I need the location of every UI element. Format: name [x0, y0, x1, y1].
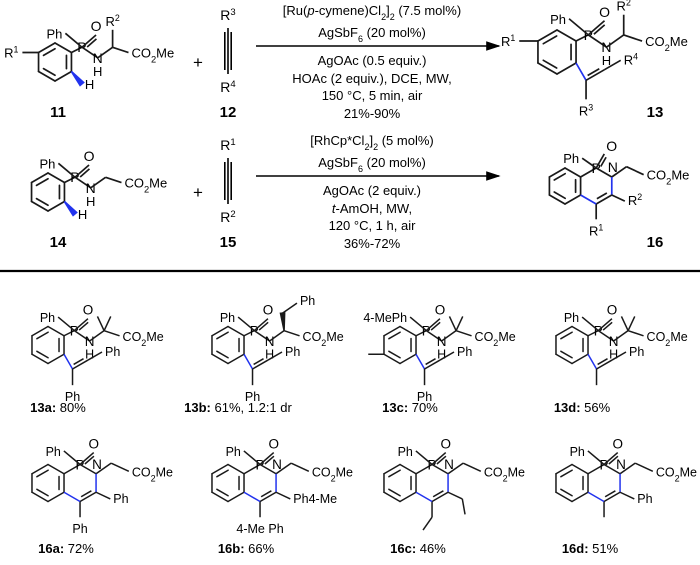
svg-text:Ph: Ph — [300, 294, 315, 308]
svg-text:N: N — [92, 457, 102, 472]
svg-text:Ph: Ph — [563, 151, 579, 166]
svg-text:Ph: Ph — [46, 445, 61, 459]
svg-text:Ph: Ph — [629, 345, 644, 359]
svg-text:N: N — [616, 457, 626, 472]
svg-text:O: O — [606, 138, 617, 154]
svg-text:+: + — [193, 183, 203, 202]
svg-text:Ph: Ph — [570, 445, 585, 459]
svg-text:16a: 72%: 16a: 72% — [38, 541, 94, 556]
svg-text:Ph: Ph — [72, 522, 87, 536]
svg-text:O: O — [435, 303, 446, 318]
svg-text:4-MePh: 4-MePh — [363, 311, 407, 325]
svg-text:Ph: Ph — [40, 311, 55, 325]
svg-text:O: O — [263, 303, 274, 318]
svg-text:H: H — [78, 207, 87, 222]
svg-text:13a: 80%: 13a: 80% — [30, 400, 86, 415]
svg-text:11: 11 — [50, 104, 66, 121]
svg-text:N: N — [272, 457, 282, 472]
svg-text:H: H — [93, 64, 102, 79]
svg-text:Ph: Ph — [398, 445, 413, 459]
svg-text:Ph: Ph — [285, 345, 300, 359]
svg-text:O: O — [612, 437, 623, 452]
svg-text:13: 13 — [647, 104, 664, 121]
svg-text:O: O — [84, 148, 95, 164]
svg-text:N: N — [444, 457, 454, 472]
svg-text:AgOAc (0.5 equiv.): AgOAc (0.5 equiv.) — [318, 53, 427, 68]
svg-text:13b: 61%, 1.2:1 dr: 13b: 61%, 1.2:1 dr — [184, 400, 292, 415]
svg-text:AgOAc (2 equiv.): AgOAc (2 equiv.) — [323, 183, 421, 198]
svg-text:HOAc (2 equiv.), DCE, MW,: HOAc (2 equiv.), DCE, MW, — [292, 71, 451, 86]
svg-text:36%-72%: 36%-72% — [344, 236, 401, 251]
svg-text:O: O — [268, 437, 279, 452]
svg-text:14: 14 — [50, 234, 67, 251]
svg-text:H: H — [86, 194, 95, 209]
svg-text:O: O — [91, 18, 102, 34]
svg-text:Ph4-Me: Ph4-Me — [293, 492, 337, 506]
svg-text:150 °C, 5 min, air: 150 °C, 5 min, air — [322, 88, 423, 103]
svg-text:Ph: Ph — [457, 345, 472, 359]
svg-text:16d: 51%: 16d: 51% — [562, 541, 619, 556]
svg-text:Ph: Ph — [550, 12, 566, 27]
svg-text:15: 15 — [220, 234, 237, 251]
svg-text:O: O — [88, 437, 99, 452]
svg-text:13c: 70%: 13c: 70% — [382, 400, 438, 415]
svg-text:O: O — [599, 4, 610, 20]
svg-text:Ph: Ph — [564, 311, 579, 325]
svg-text:O: O — [607, 303, 618, 318]
svg-text:120 °C, 1 h, air: 120 °C, 1 h, air — [329, 218, 417, 233]
svg-text:Ph: Ph — [220, 311, 235, 325]
svg-text:Ph: Ph — [46, 26, 62, 41]
svg-text:N: N — [608, 159, 618, 175]
svg-text:O: O — [440, 437, 451, 452]
svg-text:+: + — [193, 53, 203, 72]
svg-text:Ph: Ph — [113, 492, 128, 506]
svg-text:t-AmOH, MW,: t-AmOH, MW, — [332, 201, 412, 216]
svg-text:Ph: Ph — [105, 345, 120, 359]
svg-text:12: 12 — [220, 104, 237, 121]
svg-text:16c: 46%: 16c: 46% — [390, 541, 446, 556]
svg-text:H: H — [85, 77, 94, 92]
svg-text:21%-90%: 21%-90% — [344, 106, 401, 121]
svg-text:16b: 66%: 16b: 66% — [218, 541, 275, 556]
svg-text:Ph: Ph — [226, 445, 241, 459]
svg-text:Ph: Ph — [637, 492, 652, 506]
svg-text:Ph: Ph — [39, 156, 55, 171]
svg-text:13d: 56%: 13d: 56% — [554, 400, 611, 415]
svg-text:16: 16 — [647, 234, 664, 251]
svg-text:4-Me Ph: 4-Me Ph — [236, 522, 283, 536]
svg-text:O: O — [83, 303, 94, 318]
